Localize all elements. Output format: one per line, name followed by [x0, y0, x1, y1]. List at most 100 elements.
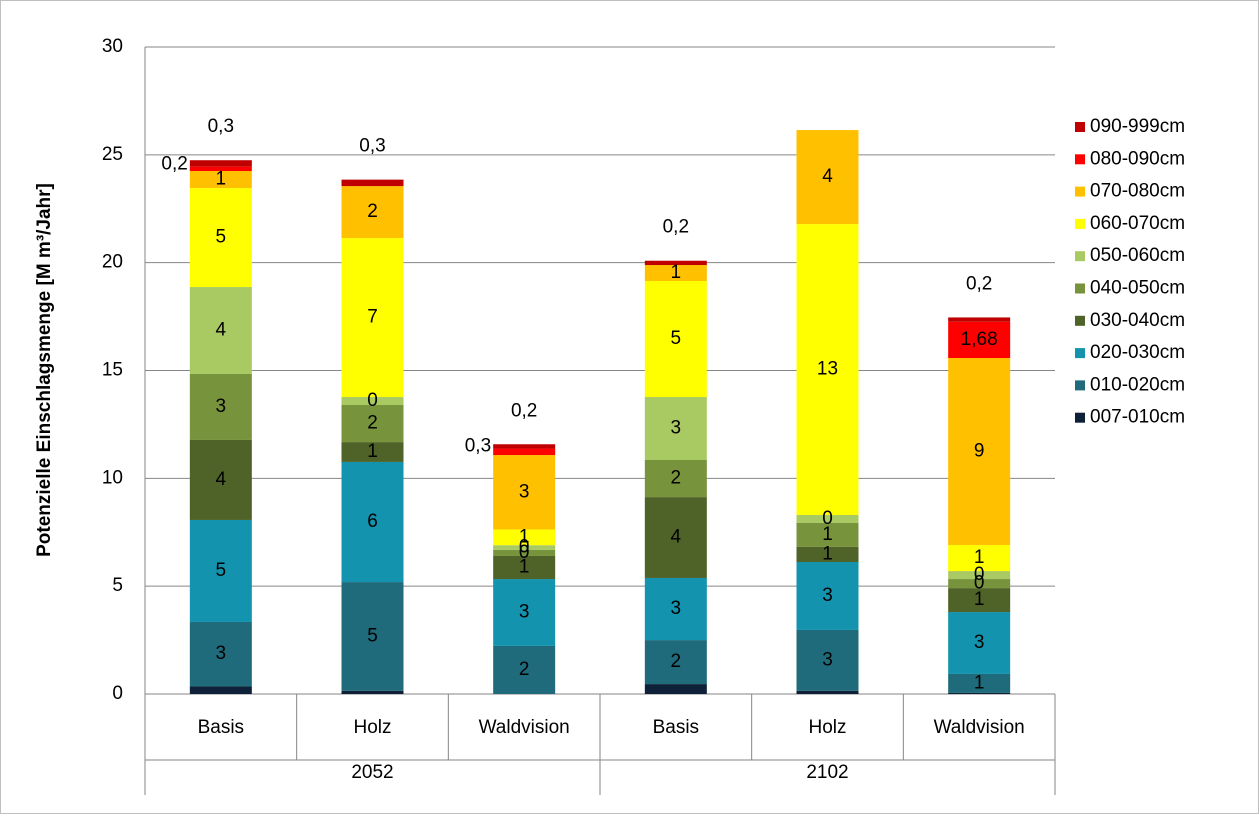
x-tick-label: Waldvision — [479, 717, 570, 738]
bar-segment — [948, 321, 1011, 358]
bar-segment — [189, 287, 252, 374]
bar-segment — [189, 439, 252, 520]
bar-segment — [644, 280, 707, 398]
bar-segment — [341, 442, 404, 462]
legend-label: 060-070cm — [1090, 213, 1185, 234]
data-label: 0,2 — [966, 273, 992, 294]
y-tick-label: 5 — [112, 575, 123, 596]
bar-segment — [644, 460, 707, 498]
bar-segment — [341, 405, 404, 443]
data-label: 1 — [671, 262, 682, 283]
legend-swatch — [1075, 412, 1085, 423]
legend-label: 080-090cm — [1090, 148, 1185, 169]
bar-segment — [948, 317, 1011, 322]
legend-swatch — [1075, 218, 1085, 229]
bar-segment — [644, 260, 707, 266]
data-label: 0 — [519, 542, 530, 563]
bar-segment — [948, 692, 1011, 694]
group-label: 2052 — [351, 762, 393, 783]
bar-segment — [493, 444, 556, 449]
bar-segment — [796, 224, 859, 515]
y-tick-label: 10 — [102, 467, 123, 488]
bar-segment — [189, 686, 252, 694]
bar-segment — [493, 579, 556, 646]
y-tick-label: 15 — [102, 360, 123, 381]
data-label: 3 — [519, 601, 530, 622]
bar-segment — [948, 579, 1011, 589]
data-label: 0 — [367, 390, 378, 411]
legend-swatch — [1075, 315, 1085, 326]
data-label: 5 — [216, 227, 227, 248]
data-label: 0,3 — [465, 436, 491, 457]
bar-segment — [493, 549, 556, 556]
bar-segment — [796, 546, 859, 563]
bar-segment — [796, 690, 859, 694]
data-label: 2 — [367, 413, 378, 434]
data-label: 0,3 — [208, 116, 234, 137]
x-tick-label: Basis — [198, 717, 244, 738]
data-label: 4 — [216, 469, 227, 490]
legend-label: 020-030cm — [1090, 342, 1185, 363]
bar-segment — [948, 571, 1011, 580]
y-tick-label: 30 — [102, 36, 123, 57]
data-label: 9 — [974, 440, 985, 461]
bar-segment — [189, 519, 252, 622]
data-label: 5 — [671, 328, 682, 349]
data-label: 0,2 — [511, 400, 537, 421]
legend-swatch — [1075, 283, 1085, 294]
bar-segment — [189, 188, 252, 288]
data-label: 0,2 — [663, 217, 689, 238]
bar-segment — [948, 357, 1011, 545]
bar-segment — [341, 582, 404, 691]
legend-swatch — [1075, 380, 1085, 391]
legend-label: 040-050cm — [1090, 278, 1185, 299]
legend-label: 007-010cm — [1090, 407, 1185, 428]
data-label: 0 — [974, 564, 985, 585]
group-label: 2102 — [806, 762, 848, 783]
data-label: 1,68 — [961, 329, 998, 350]
y-axis-title: Potenzielle Einschlagsmenge [M m³/Jahr] — [34, 183, 55, 557]
bar-segment — [493, 545, 556, 550]
bar-segment — [644, 684, 707, 694]
bar-segment — [341, 179, 404, 187]
data-label: 2 — [671, 651, 682, 672]
bar-segment — [189, 160, 252, 167]
legend-label: 070-080cm — [1090, 181, 1185, 202]
legend-label: 030-040cm — [1090, 310, 1185, 331]
legend-label: 090-999cm — [1090, 116, 1185, 137]
data-label: 1 — [519, 526, 530, 547]
data-label: 3 — [671, 418, 682, 439]
bar-segment — [948, 673, 1011, 693]
data-label: 2 — [519, 659, 530, 680]
x-tick-label: Holz — [353, 717, 391, 738]
bar-segment — [796, 629, 859, 691]
bar-segment — [644, 497, 707, 578]
bar-segment — [341, 397, 404, 406]
bar-segment — [948, 588, 1011, 613]
data-label: 13 — [817, 359, 838, 380]
data-label: 1 — [974, 589, 985, 610]
data-label: 4 — [822, 166, 833, 187]
data-label: 1 — [367, 441, 378, 462]
bar-segment — [493, 455, 556, 530]
bar-segment — [189, 621, 252, 687]
legend-swatch — [1075, 348, 1085, 359]
data-label: 2 — [671, 468, 682, 489]
legend-swatch — [1075, 154, 1085, 165]
bar-segment — [493, 448, 556, 456]
data-label: 6 — [367, 511, 378, 532]
x-tick-label: Waldvision — [934, 717, 1025, 738]
bar-segment — [189, 171, 252, 189]
data-label: 4 — [671, 527, 682, 548]
data-label: 3 — [974, 632, 985, 653]
data-label: 2 — [367, 201, 378, 222]
bar-segment — [341, 186, 404, 239]
y-tick-label: 25 — [102, 144, 123, 165]
data-label: 1 — [216, 169, 227, 190]
data-label: 7 — [367, 307, 378, 328]
bar-segment — [948, 544, 1011, 572]
data-label: 1 — [519, 557, 530, 578]
bar-segment — [796, 514, 859, 523]
data-label: 3 — [822, 649, 833, 670]
